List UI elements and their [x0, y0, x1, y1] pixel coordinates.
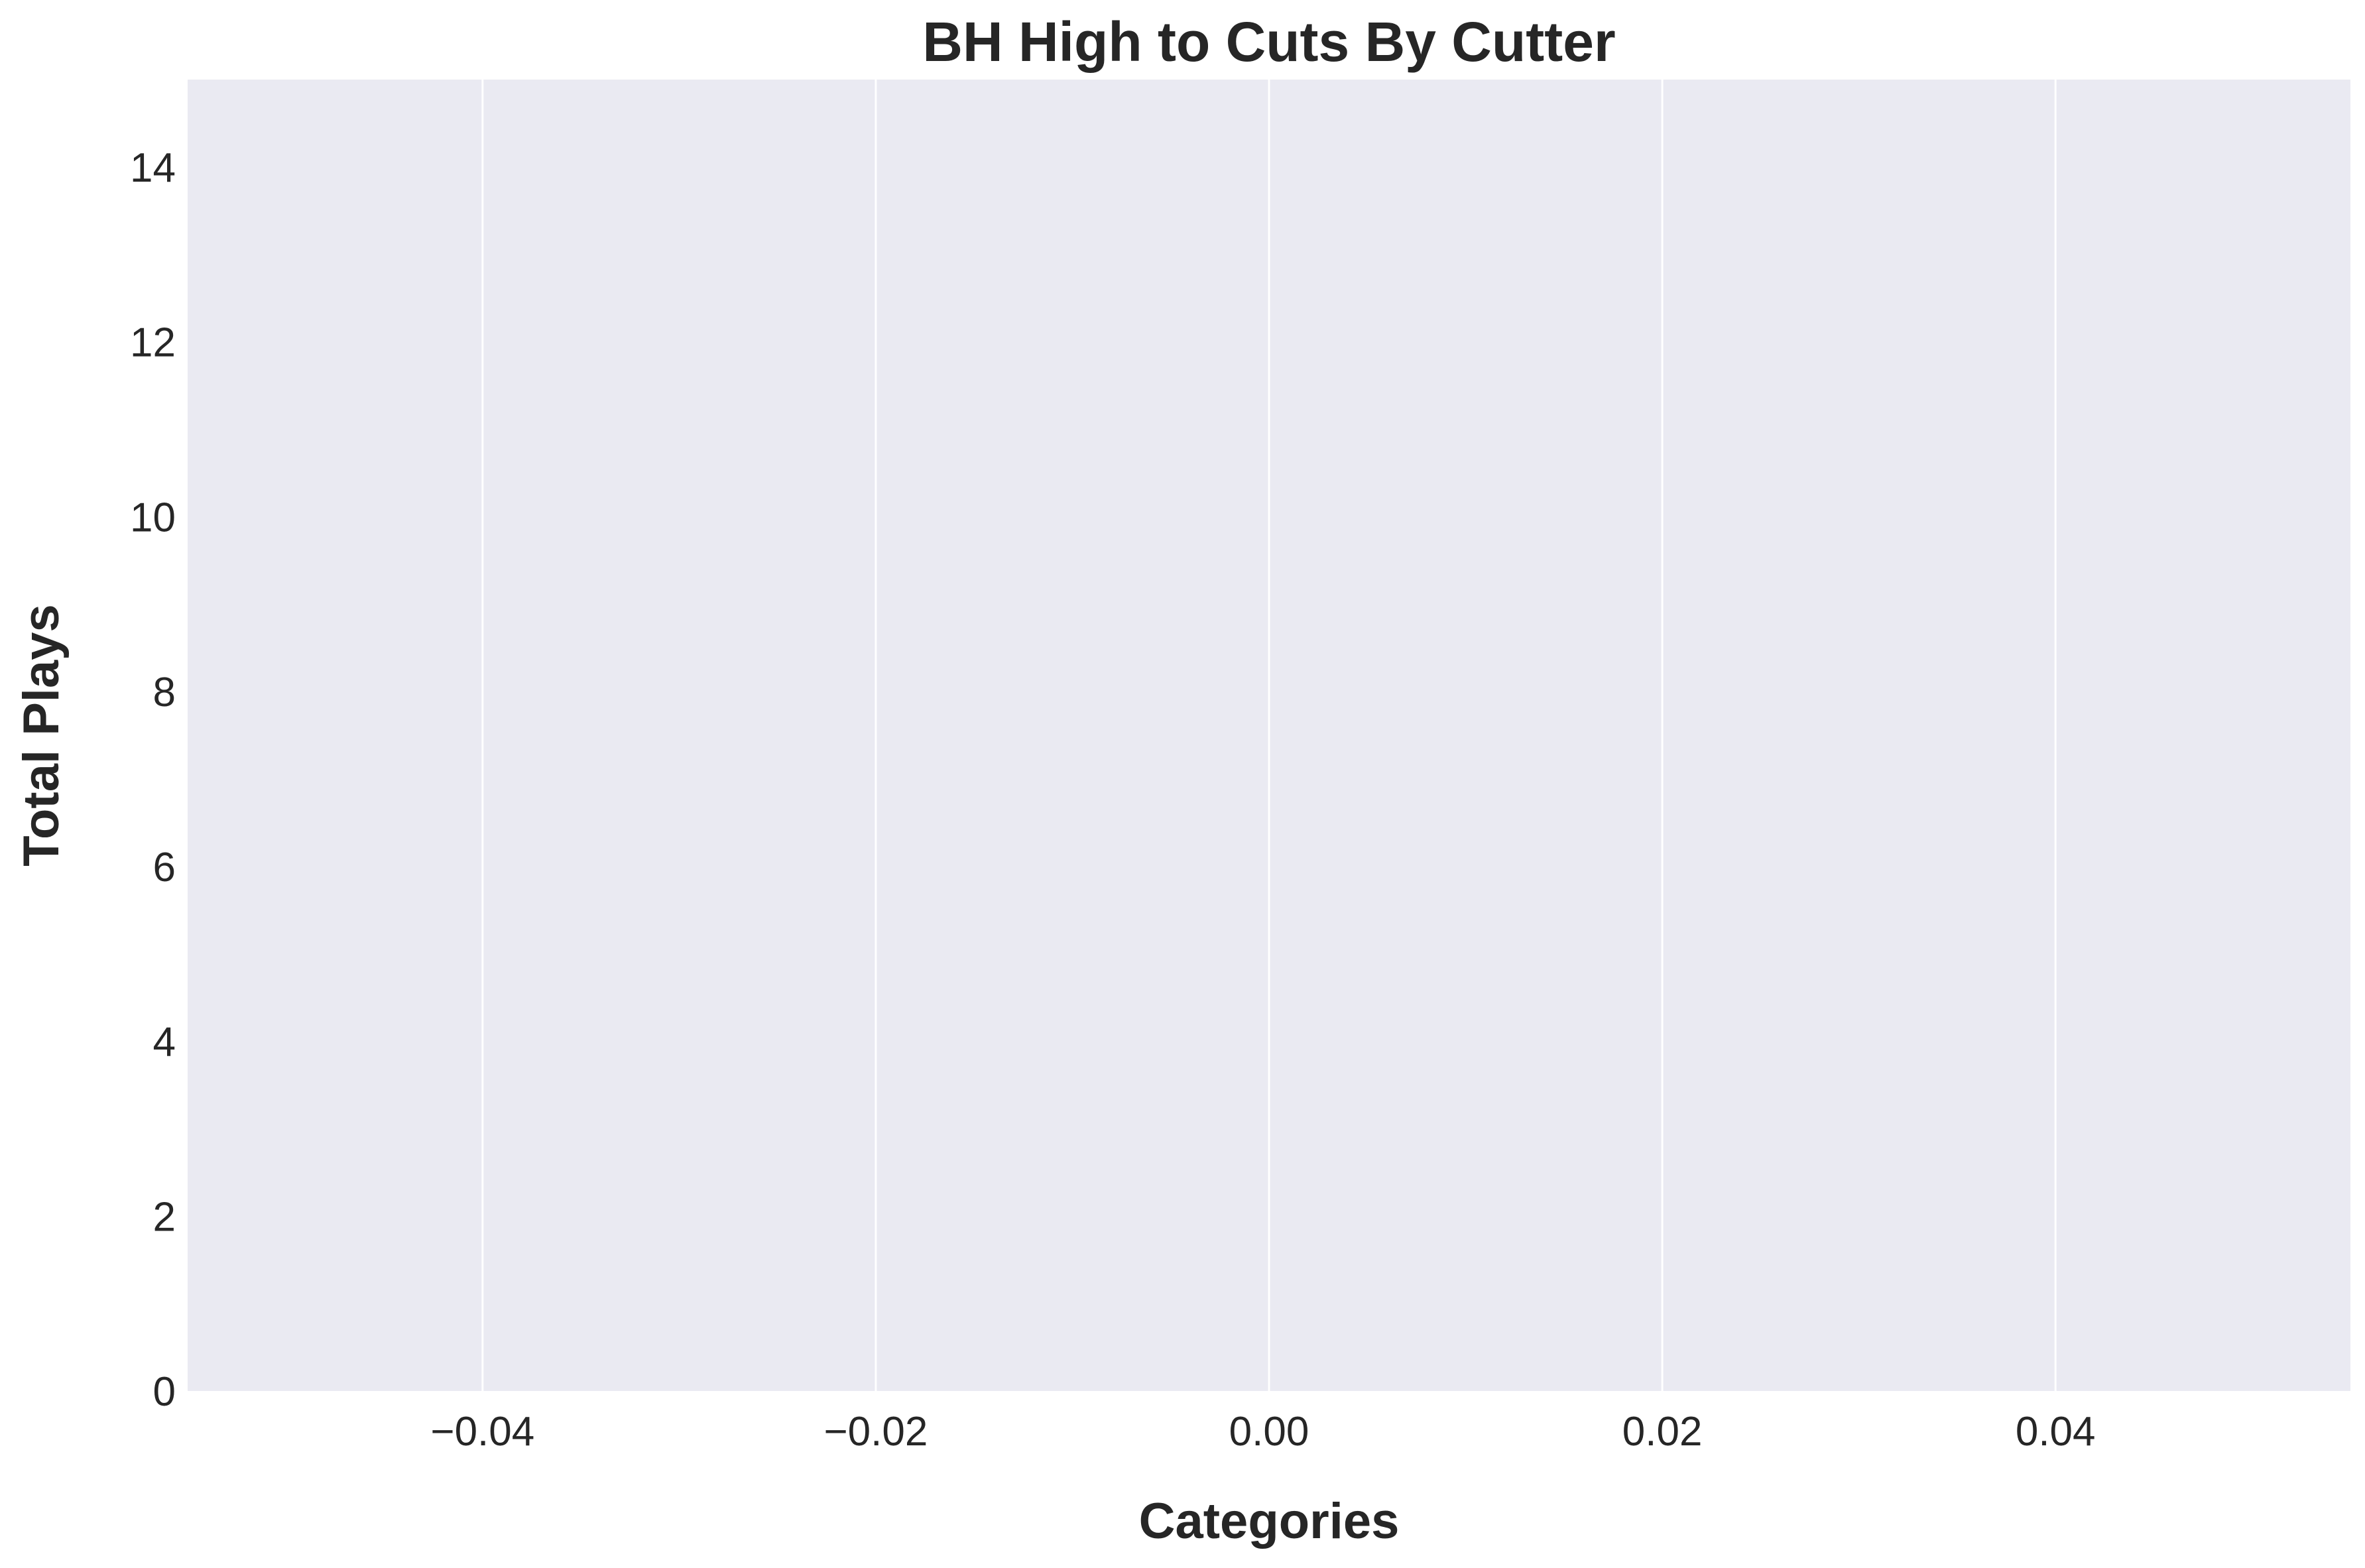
x-tick-label: −0.04: [430, 1409, 534, 1455]
y-tick-label: 2: [153, 1194, 176, 1240]
y-tick-label: 8: [153, 670, 176, 715]
chart-title: BH High to Cuts By Cutter: [922, 11, 1615, 73]
x-tick-label: 0.02: [1622, 1409, 1703, 1455]
y-tick-label: 14: [130, 145, 176, 191]
y-tick-label: 10: [130, 495, 176, 540]
x-tick-label: 0.00: [1229, 1409, 1309, 1455]
y-tick-label: 6: [153, 845, 176, 890]
x-tick-labels: −0.04 −0.02 0.00 0.02 0.04: [430, 1409, 2095, 1455]
x-tick-label: 0.04: [2016, 1409, 2096, 1455]
y-tick-labels: 0 2 4 6 8 10 12 14: [130, 145, 176, 1415]
grid-lines: [481, 80, 2057, 1391]
x-axis-label: Categories: [1139, 1493, 1400, 1549]
y-tick-label: 0: [153, 1369, 176, 1415]
y-axis-label: Total Plays: [13, 604, 70, 867]
y-tick-label: 4: [153, 1020, 176, 1065]
x-tick-label: −0.02: [823, 1409, 928, 1455]
y-tick-label: 12: [130, 320, 176, 366]
